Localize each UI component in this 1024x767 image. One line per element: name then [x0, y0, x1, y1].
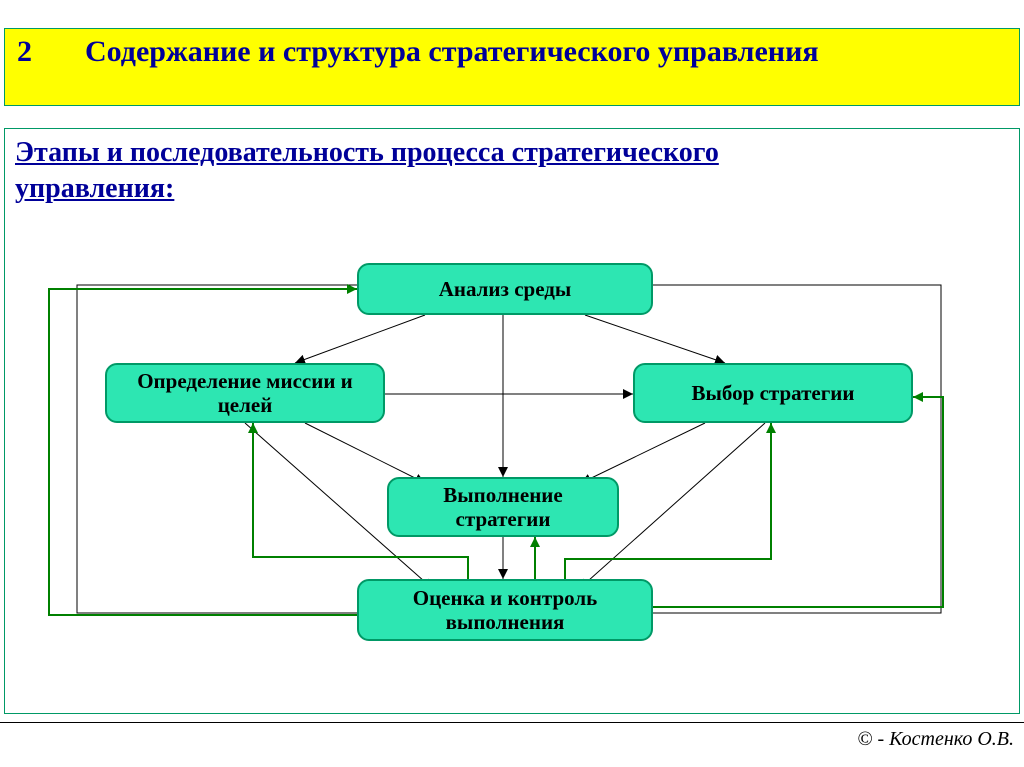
- node-n5: Оценка и контроль выполнения: [357, 579, 653, 641]
- node-n4: Выполнение стратегии: [387, 477, 619, 537]
- content-frame: Этапы и последовательность процесса стра…: [4, 128, 1020, 714]
- node-n1: Анализ среды: [357, 263, 653, 315]
- footer-text: © - Костенко О.В.: [857, 728, 1014, 751]
- title-text: Содержание и структура стратегического у…: [85, 29, 1019, 105]
- title-band: 2 Содержание и структура стратегического…: [4, 28, 1020, 106]
- node-n2: Определение миссии и целей: [105, 363, 385, 423]
- footer-divider: [0, 722, 1024, 723]
- subtitle: Этапы и последовательность процесса стра…: [15, 135, 795, 208]
- title-number: 2: [5, 29, 85, 105]
- node-n3: Выбор стратегии: [633, 363, 913, 423]
